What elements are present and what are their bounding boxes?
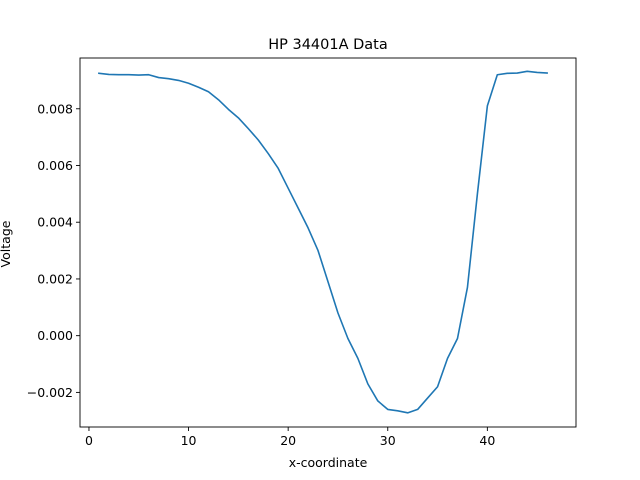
x-tick-label: 10 [181,433,197,448]
axes-frame [79,57,577,428]
y-tick-label: 0.008 [37,101,73,116]
y-tick-label: 0.004 [37,215,73,230]
plot-area [98,70,548,414]
y-tick-label: 0.006 [37,158,73,173]
series-line-0 [98,70,548,414]
x-tick-label: 30 [380,433,396,448]
chart-title: HP 34401A Data [268,37,388,53]
x-tick-label: 20 [280,433,296,448]
y-axis-label: Voltage [0,220,13,267]
y-tick-label: 0.002 [37,271,73,286]
axes: 0 10 20 30 40 −0.002 0.000 0.002 0.004 0.006 0.008 [27,57,577,448]
x-tick-label: 0 [85,433,93,448]
x-axis-label: x-coordinate [289,455,368,470]
x-tick-label: 40 [479,433,495,448]
y-tick-label: −0.002 [27,385,73,400]
y-tick-label: 0.000 [37,328,73,343]
